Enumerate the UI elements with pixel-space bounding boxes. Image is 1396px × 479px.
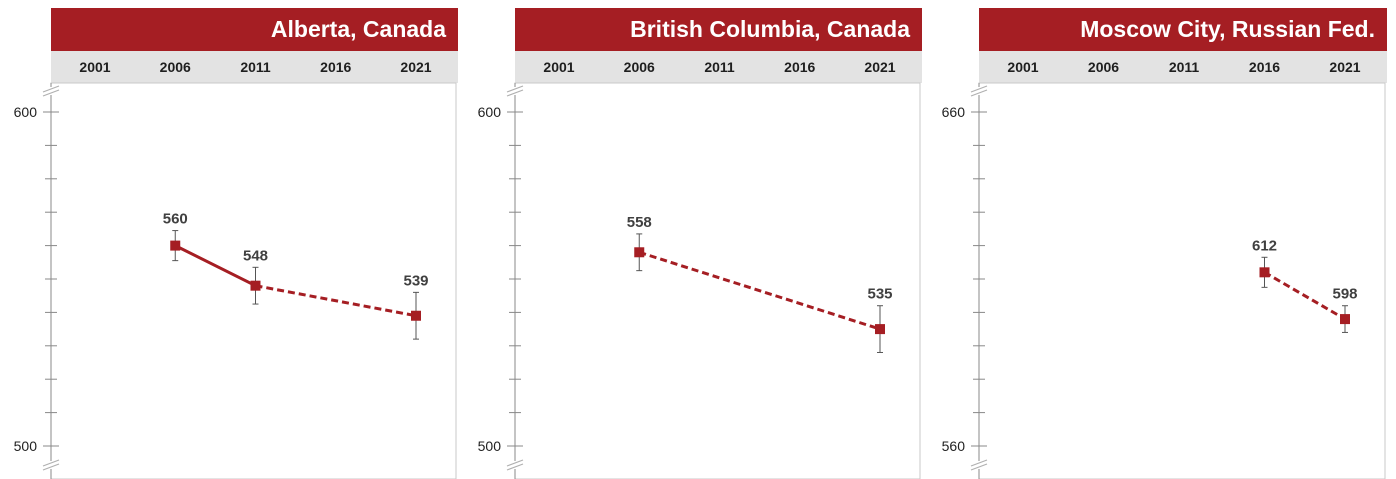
axis-break-line — [42, 85, 60, 93]
data-point-group: 598 — [1332, 286, 1358, 333]
data-point-marker — [411, 310, 421, 321]
trend-line-dashed — [255, 284, 417, 318]
data-point-marker — [170, 240, 181, 251]
x-tick-label: 2006 — [159, 59, 191, 75]
data-label: 560 — [163, 211, 188, 228]
axis-break-line — [506, 85, 524, 93]
axis-break-line — [970, 459, 988, 467]
y-tick-label: 600 — [478, 104, 502, 120]
data-point-group: 612 — [1252, 237, 1277, 288]
axis-break-gap — [971, 461, 987, 469]
plot-frame — [978, 82, 1386, 479]
data-label: 558 — [627, 214, 652, 231]
trend-line-dashed — [1263, 271, 1346, 321]
axis-break-line — [970, 89, 988, 97]
y-tick-label: 500 — [478, 438, 502, 454]
axis-break-gap — [43, 461, 59, 469]
data-point-marker — [634, 247, 645, 258]
data-point-group: 535 — [867, 286, 893, 353]
x-tick-label: 2021 — [1329, 59, 1361, 75]
axis-break-line — [970, 463, 988, 471]
axis-break-mark — [42, 85, 60, 97]
year-header-band: 2001 2006 2011 2016 2021 — [51, 51, 458, 83]
axis-break-line — [42, 89, 60, 97]
trend-line-solid — [174, 244, 257, 288]
data-point-marker — [1340, 314, 1350, 325]
y-tick-label: 560 — [942, 438, 966, 454]
axis-break-line — [506, 463, 524, 471]
axis-break-line — [970, 85, 988, 93]
chart-title: Moscow City, Russian Fed. — [979, 8, 1387, 51]
axis-break-mark — [970, 85, 988, 97]
data-label: 548 — [243, 247, 268, 264]
axis-break-gap — [43, 87, 59, 95]
year-header-band: 2001 2006 2011 2016 2021 — [515, 51, 922, 83]
axis-break-gap — [971, 87, 987, 95]
axis-break-line — [42, 463, 60, 471]
x-tick-label: 2021 — [400, 59, 432, 75]
x-tick-label: 2001 — [79, 59, 111, 75]
x-tick-label: 2006 — [1087, 59, 1120, 75]
axis-break-gap — [507, 87, 523, 95]
axis-break-mark — [506, 459, 524, 471]
axis-break-line — [506, 89, 524, 97]
data-point-group: 548 — [243, 247, 268, 305]
data-label: 535 — [867, 286, 892, 303]
axis-break-line — [42, 459, 60, 467]
axis-break-mark — [970, 459, 988, 471]
year-header-band: 2001 2006 2011 2016 2021 — [979, 51, 1387, 83]
chart-title: Alberta, Canada — [51, 8, 458, 51]
x-tick-label: 2016 — [320, 59, 352, 75]
y-tick-label: 600 — [14, 104, 38, 120]
axis-break-line — [506, 459, 524, 467]
data-point-group: 560 — [163, 211, 188, 262]
data-point-marker — [250, 280, 261, 291]
data-point-marker — [1259, 267, 1270, 278]
axis-break-mark — [506, 85, 524, 97]
y-tick-label: 660 — [942, 104, 966, 120]
trend-line-dashed — [638, 250, 881, 331]
x-tick-label: 2016 — [1248, 59, 1281, 75]
chart-title: British Columbia, Canada — [515, 8, 922, 51]
data-label: 539 — [403, 272, 428, 289]
x-tick-label: 2011 — [704, 59, 735, 75]
x-tick-label: 2011 — [1168, 59, 1200, 75]
axis-break-gap — [507, 461, 523, 469]
data-point-group: 539 — [403, 272, 429, 340]
x-tick-label: 2016 — [784, 59, 816, 75]
data-label: 598 — [1332, 286, 1357, 303]
x-tick-label: 2006 — [623, 59, 655, 75]
y-tick-label: 500 — [14, 438, 38, 454]
data-label: 612 — [1252, 237, 1277, 254]
axis-break-mark — [42, 459, 60, 471]
data-point-marker — [875, 324, 885, 335]
x-tick-label: 2021 — [864, 59, 896, 75]
x-tick-label: 2001 — [543, 59, 575, 75]
data-point-group: 558 — [627, 214, 652, 272]
x-tick-label: 2011 — [240, 59, 271, 75]
x-tick-label: 2001 — [1007, 59, 1039, 75]
